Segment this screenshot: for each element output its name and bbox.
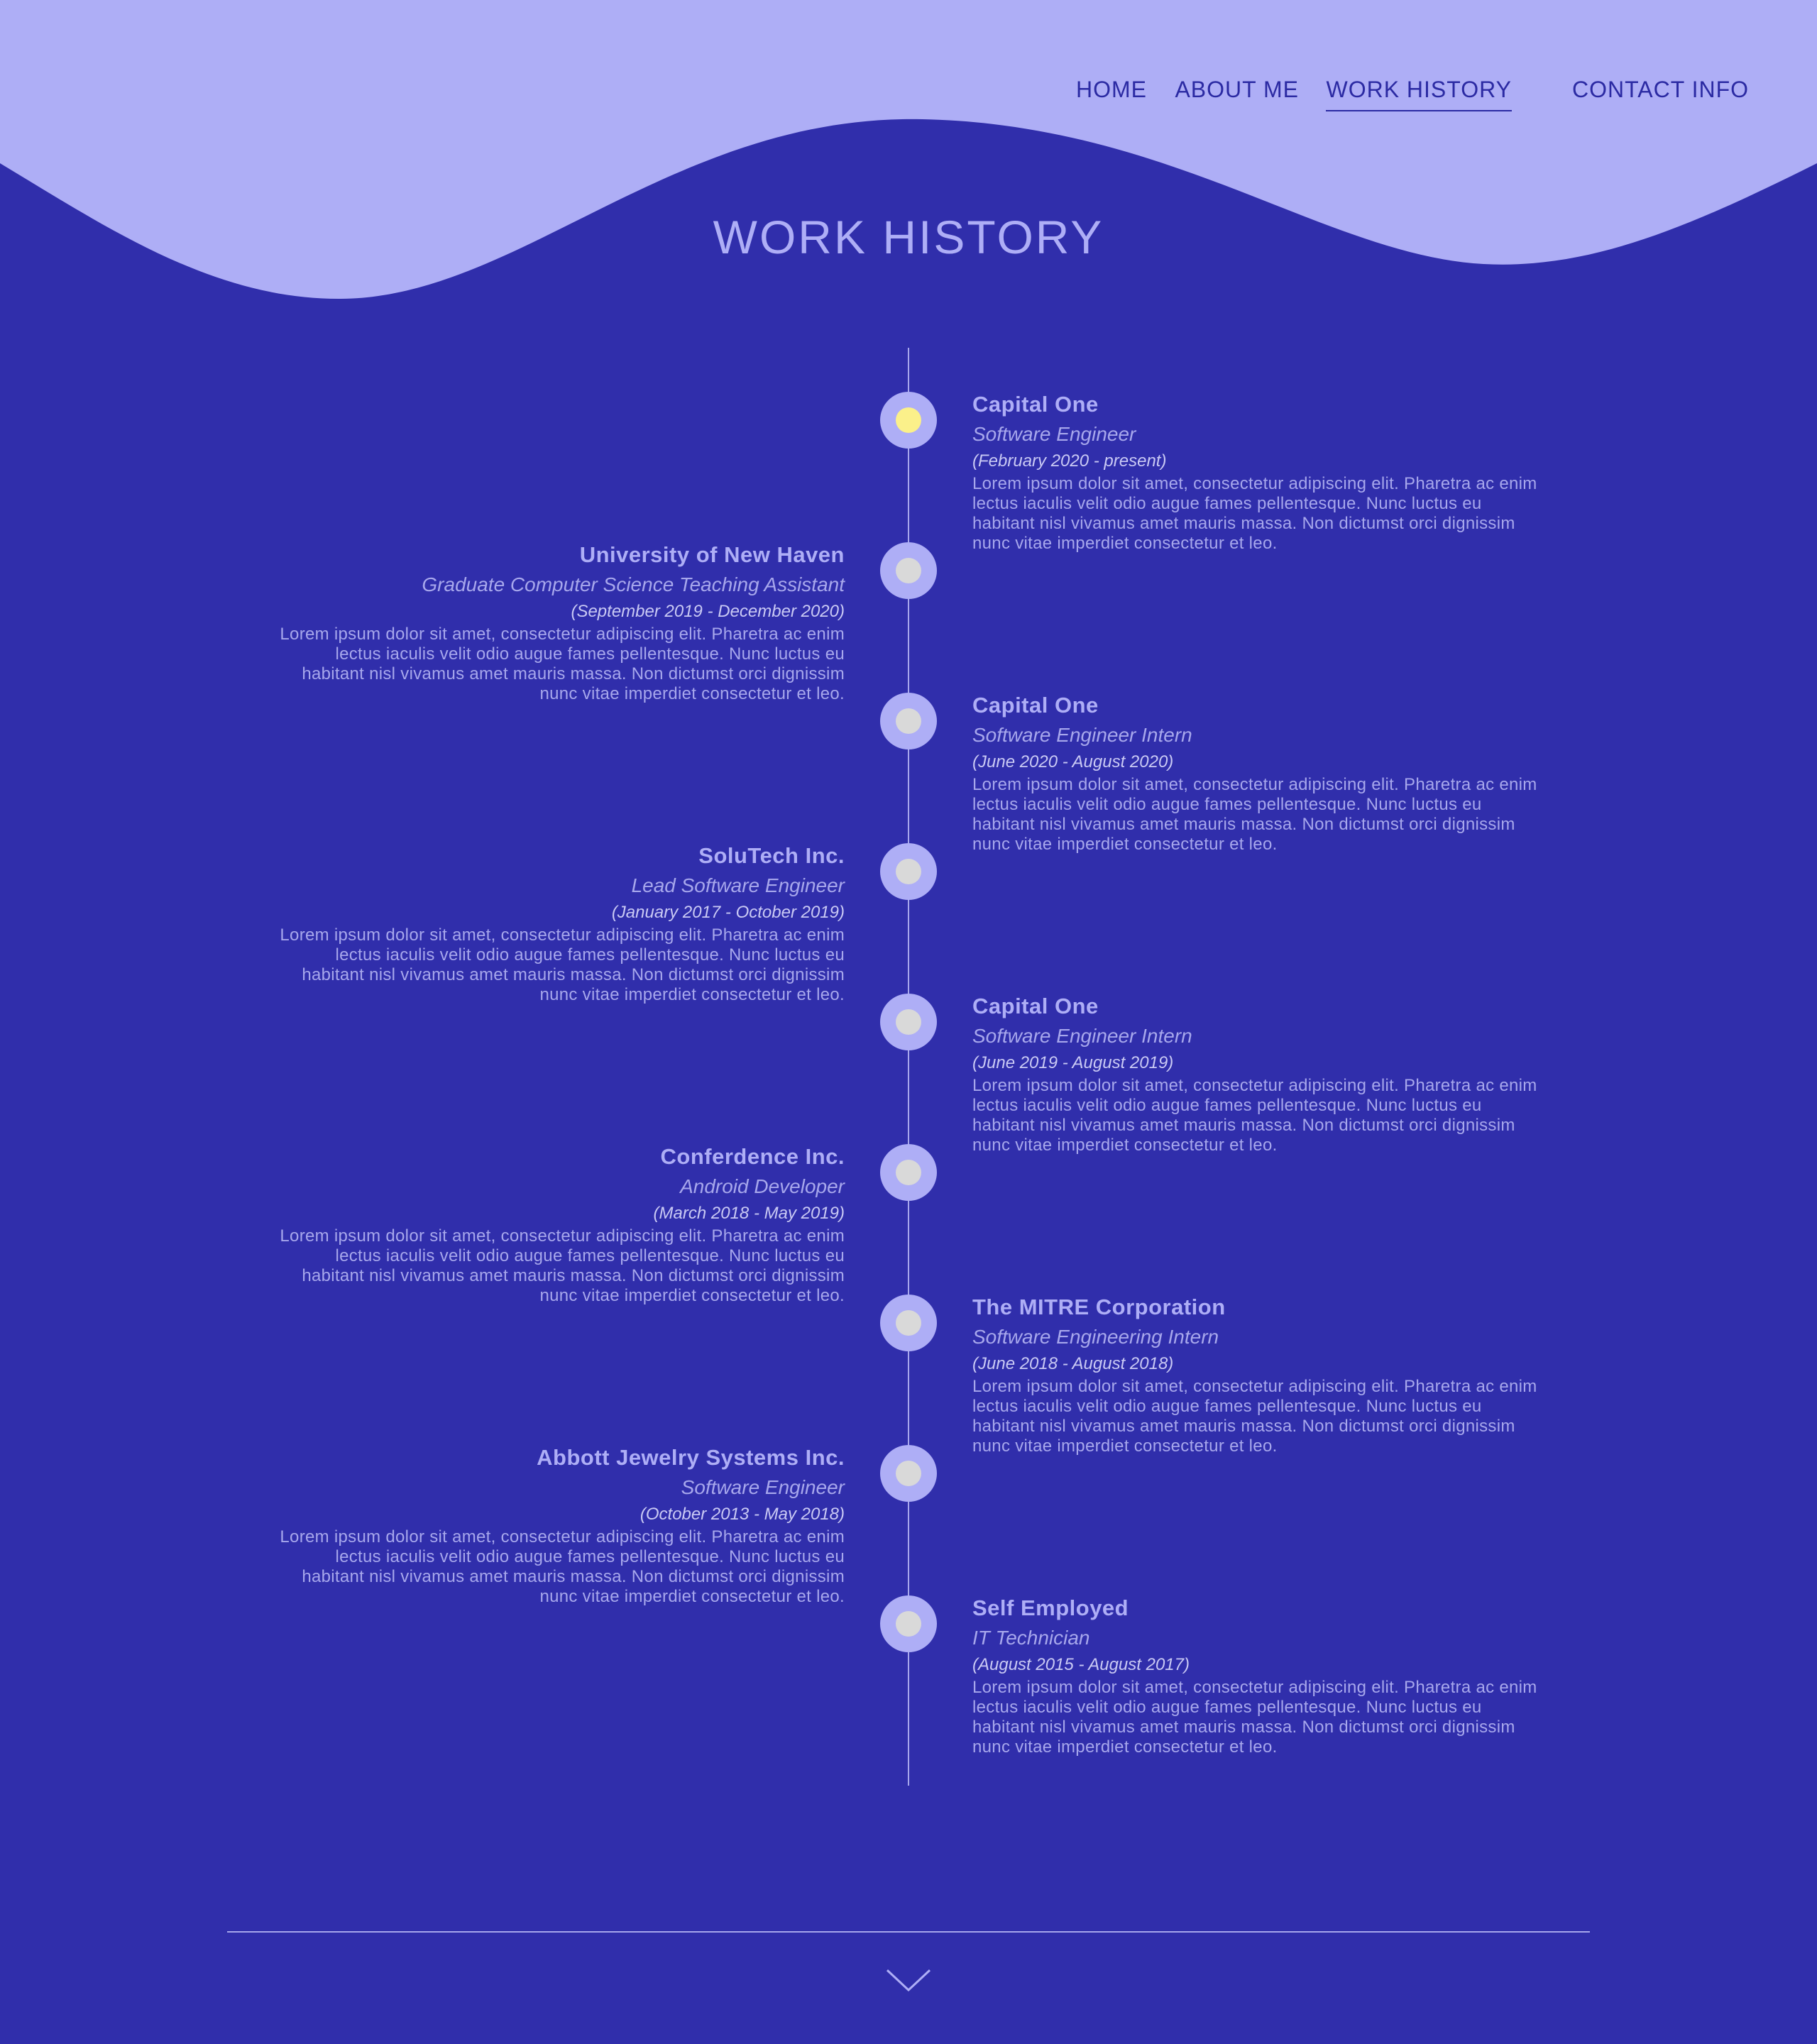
entry-company: University of New Haven [579,542,845,567]
entry-role: Lead Software Engineer [631,874,845,896]
entry-company: The MITRE Corporation [972,1295,1226,1319]
entry-dates: (February 2020 - present) [972,451,1167,471]
entry-dates: (June 2018 - August 2018) [972,1354,1174,1373]
timeline-entry: SoluTech Inc. Lead Software Engineer (Ja… [268,842,845,1005]
entry-company: Capital One [972,693,1099,718]
timeline-dot [896,1461,921,1486]
entry-dates: (March 2018 - May 2019) [653,1204,845,1223]
timeline-dot [896,1160,921,1185]
timeline-dot [896,859,921,884]
timeline-entry: Abbott Jewelry Systems Inc. Software Eng… [268,1444,845,1607]
entry-description: Lorem ipsum dolor sit amet, consectetur … [972,1678,1537,1757]
timeline-node [880,542,937,599]
entry-description: Lorem ipsum dolor sit amet, consectetur … [280,625,845,703]
timeline-entry: Capital One Software Engineer Intern (Ju… [972,992,1549,1155]
timeline-dot [896,1611,921,1637]
timeline-entry: Conferdence Inc. Android Developer (Marc… [268,1143,845,1306]
timeline-entry: The MITRE Corporation Software Engineeri… [972,1293,1549,1456]
timeline-node [880,693,937,749]
timeline-node [880,392,937,449]
timeline-node [880,994,937,1050]
entry-dates: (June 2019 - August 2019) [972,1053,1174,1072]
entry-role: Software Engineer [681,1476,845,1498]
timeline-entry: Capital One Software Engineer Intern (Ju… [972,691,1549,855]
header-wave [0,0,1817,300]
timeline-dot [896,1310,921,1336]
nav-work-history[interactable]: WORK HISTORY [1326,77,1512,111]
timeline-node [880,1295,937,1351]
timeline-entry: Self Employed IT Technician (August 2015… [972,1594,1549,1757]
entry-dates: (October 2013 - May 2018) [639,1505,845,1524]
entry-description: Lorem ipsum dolor sit amet, consectetur … [972,1076,1537,1155]
timeline-entry: University of New Haven Graduate Compute… [268,541,845,704]
timeline-node [880,843,937,900]
timeline-node [880,1445,937,1502]
entry-dates: (September 2019 - December 2020) [571,602,845,621]
entry-role: Android Developer [680,1175,845,1197]
entry-company: Self Employed [972,1595,1129,1620]
entry-dates: (June 2020 - August 2020) [972,752,1174,771]
nav-about-me[interactable]: ABOUT ME [1175,77,1299,102]
entry-description: Lorem ipsum dolor sit amet, consectetur … [280,1226,845,1305]
entry-company: Capital One [972,392,1099,417]
entry-role: Software Engineer Intern [972,724,1192,746]
timeline-line [908,348,909,1786]
timeline-dot [896,558,921,583]
timeline-entry: Capital One Software Engineer (February … [972,390,1549,554]
entry-role: Software Engineer [972,423,1136,445]
timeline-node [880,1595,937,1652]
entry-description: Lorem ipsum dolor sit amet, consectetur … [972,1377,1537,1456]
entry-description: Lorem ipsum dolor sit amet, consectetur … [280,925,845,1004]
entry-company: Capital One [972,994,1099,1018]
entry-description: Lorem ipsum dolor sit amet, consectetur … [972,775,1537,854]
page-title: WORK HISTORY [713,211,1104,263]
entry-role: Software Engineer Intern [972,1025,1192,1047]
timeline-dot [896,708,921,734]
entry-description: Lorem ipsum dolor sit amet, consectetur … [972,474,1537,553]
chevron-down-icon[interactable] [884,1966,933,1994]
timeline-dot [896,1009,921,1035]
entry-company: Abbott Jewelry Systems Inc. [537,1445,845,1470]
entry-dates: (August 2015 - August 2017) [972,1655,1190,1674]
nav-contact-info[interactable]: CONTACT INFO [1571,77,1749,102]
timeline-dot-current [896,407,921,433]
entry-description: Lorem ipsum dolor sit amet, consectetur … [280,1527,845,1606]
entry-company: SoluTech Inc. [698,843,845,868]
nav-home[interactable]: HOME [1076,77,1147,102]
entry-dates: (January 2017 - October 2019) [611,903,845,922]
entry-role: Software Engineering Intern [972,1326,1219,1348]
footer-divider [227,1931,1590,1933]
entry-role: IT Technician [972,1627,1090,1649]
timeline-node [880,1144,937,1201]
entry-company: Conferdence Inc. [660,1144,845,1169]
entry-role: Graduate Computer Science Teaching Assis… [422,573,845,595]
